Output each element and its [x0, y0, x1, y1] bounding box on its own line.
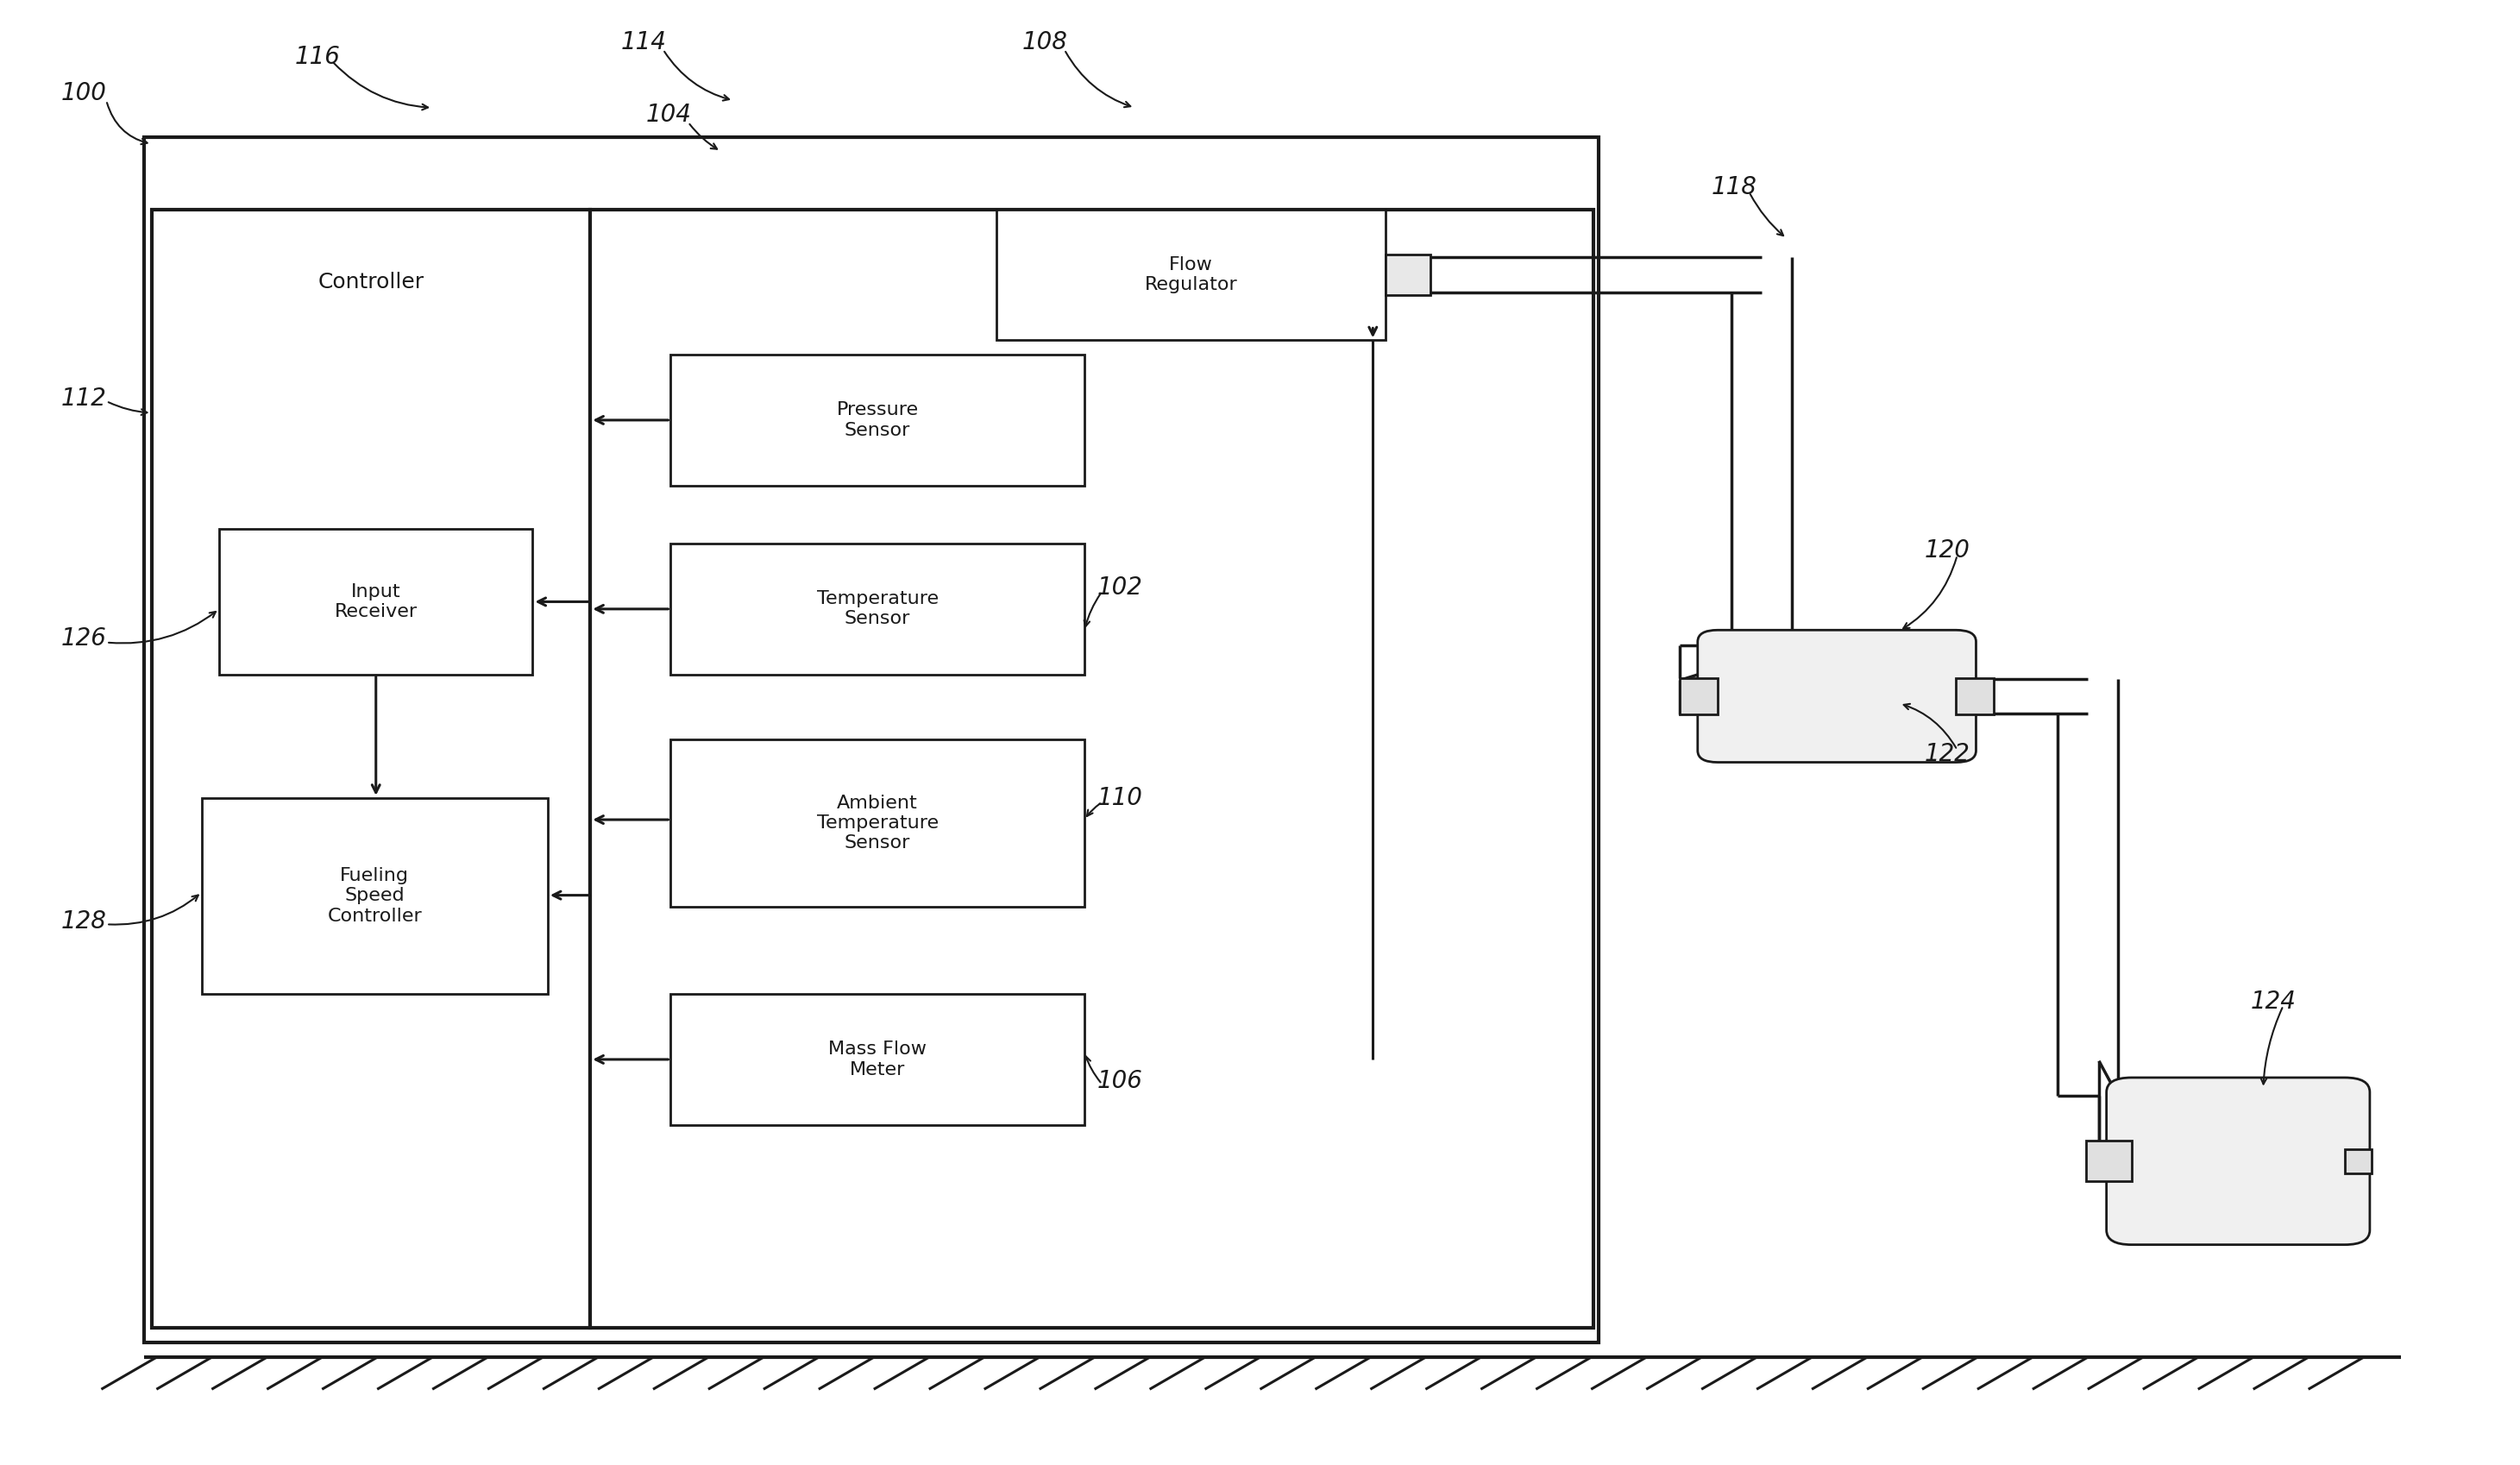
Bar — [590, 209, 1593, 1329]
Bar — [1386, 255, 1431, 294]
Text: 102: 102 — [1096, 576, 1142, 599]
Bar — [670, 355, 1084, 485]
Text: Input
Receiver: Input Receiver — [335, 583, 418, 620]
Text: Pressure
Sensor: Pressure Sensor — [837, 401, 920, 438]
Text: 104: 104 — [645, 103, 690, 127]
Bar — [151, 209, 590, 1329]
Text: Flow
Regulator: Flow Regulator — [1144, 256, 1237, 293]
Text: 108: 108 — [1021, 31, 1068, 54]
FancyBboxPatch shape — [2107, 1078, 2369, 1245]
Bar — [202, 798, 547, 995]
Text: 122: 122 — [1925, 743, 1971, 766]
Text: 112: 112 — [60, 387, 106, 410]
Bar — [2087, 1141, 2132, 1181]
Bar — [670, 544, 1084, 674]
Bar — [1681, 678, 1719, 715]
Text: Ambient
Temperature
Sensor: Ambient Temperature Sensor — [816, 794, 937, 853]
Bar — [670, 995, 1084, 1125]
Text: 120: 120 — [1925, 539, 1971, 563]
Bar — [995, 209, 1386, 340]
Text: Fueling
Speed
Controller: Fueling Speed Controller — [328, 867, 421, 924]
Text: 114: 114 — [620, 31, 665, 54]
Bar — [670, 740, 1084, 907]
Text: 116: 116 — [295, 45, 340, 69]
Text: Mass Flow
Meter: Mass Flow Meter — [829, 1040, 927, 1078]
Text: 106: 106 — [1096, 1069, 1142, 1093]
Bar — [2344, 1149, 2371, 1173]
Text: Controller: Controller — [318, 271, 423, 293]
Bar — [1956, 678, 1993, 715]
Bar — [219, 529, 532, 674]
Text: 126: 126 — [60, 626, 106, 650]
Text: 100: 100 — [60, 81, 106, 105]
Text: 118: 118 — [1711, 176, 1756, 199]
Text: 128: 128 — [60, 910, 106, 933]
Text: 110: 110 — [1096, 785, 1142, 810]
FancyBboxPatch shape — [1698, 630, 1976, 762]
Bar — [144, 136, 1598, 1343]
Text: 124: 124 — [2250, 989, 2296, 1014]
Text: Temperature
Sensor: Temperature Sensor — [816, 590, 937, 627]
